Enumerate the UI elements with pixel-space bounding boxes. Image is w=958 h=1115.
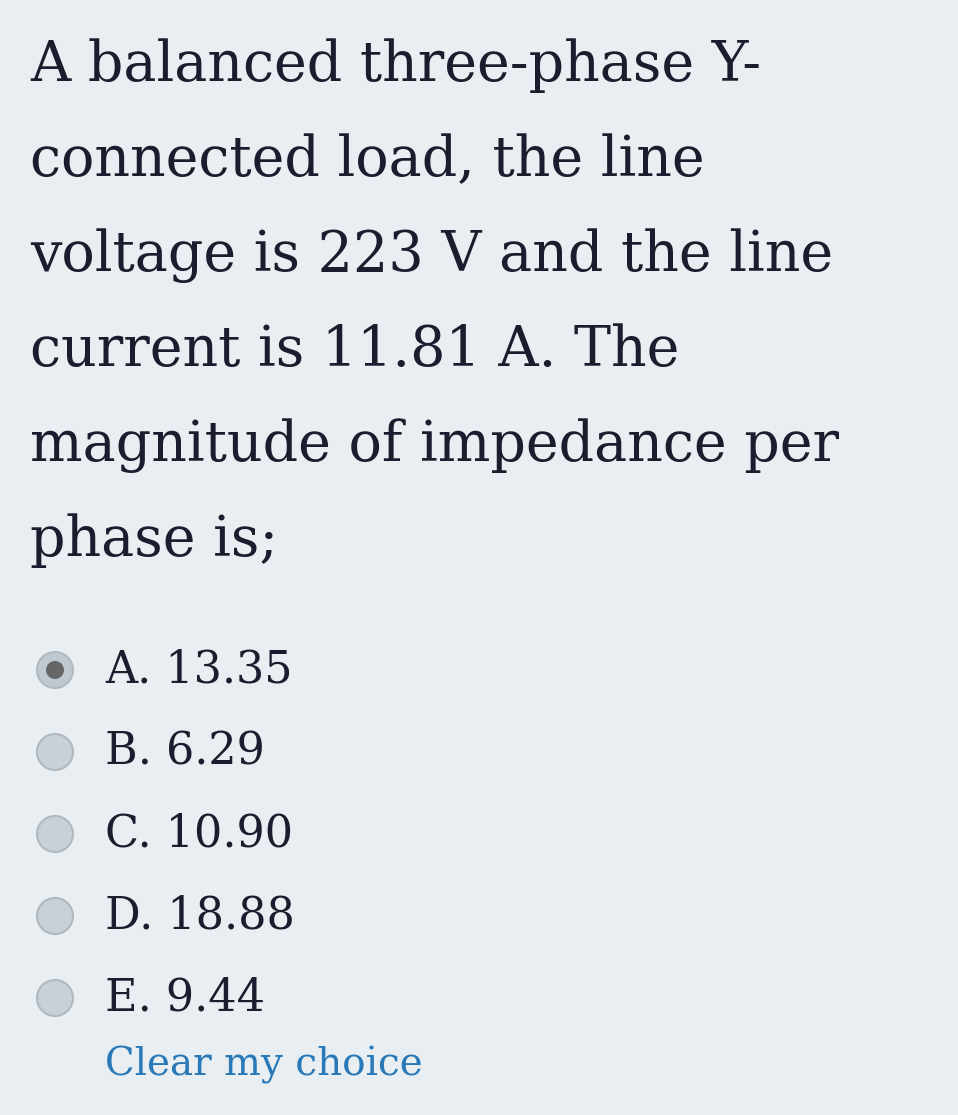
Circle shape [37, 816, 73, 852]
Text: D. 18.88: D. 18.88 [105, 894, 295, 938]
Text: voltage is 223 V and the line: voltage is 223 V and the line [30, 227, 833, 283]
Circle shape [37, 734, 73, 770]
Text: B. 6.29: B. 6.29 [105, 730, 264, 774]
Text: C. 10.90: C. 10.90 [105, 813, 293, 855]
Circle shape [46, 661, 64, 679]
Text: magnitude of impedance per: magnitude of impedance per [30, 418, 839, 473]
Text: Clear my choice: Clear my choice [105, 1046, 422, 1084]
Text: E. 9.44: E. 9.44 [105, 977, 265, 1019]
Circle shape [37, 980, 73, 1016]
Text: connected load, the line: connected load, the line [30, 133, 705, 187]
Text: current is 11.81 A. The: current is 11.81 A. The [30, 323, 679, 378]
Text: A. 13.35: A. 13.35 [105, 649, 292, 691]
Circle shape [37, 652, 73, 688]
Text: phase is;: phase is; [30, 513, 278, 568]
Circle shape [37, 898, 73, 934]
Text: A balanced three-phase Y-: A balanced three-phase Y- [30, 38, 761, 93]
